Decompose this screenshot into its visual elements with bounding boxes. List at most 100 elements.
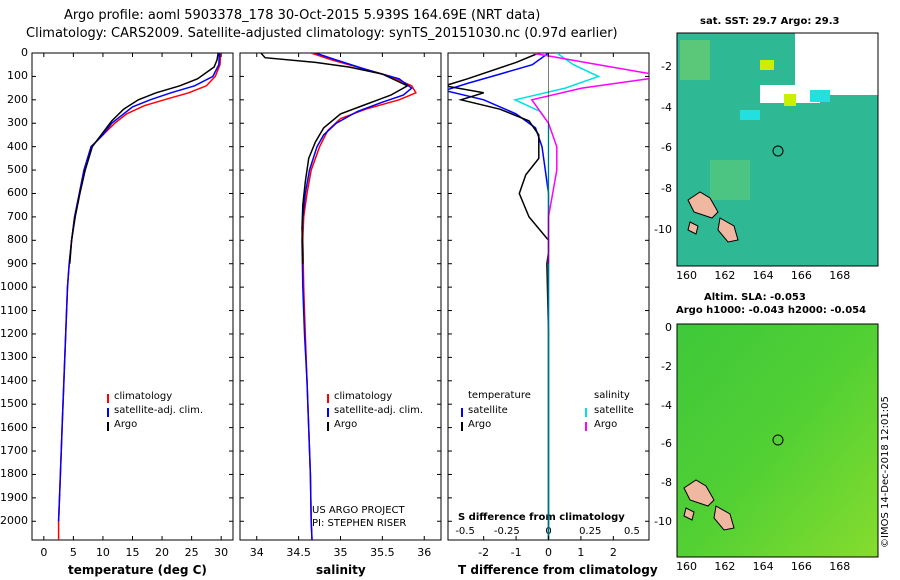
sst-map-argo-marker	[772, 145, 784, 157]
sst-map-frame	[676, 32, 879, 267]
map-y-tick-label: -2	[661, 60, 672, 74]
depth-tick-label: 1400	[0, 373, 28, 387]
depth-tick-label: 1000	[0, 280, 28, 294]
map-x-tick-label: 168	[829, 560, 851, 573]
depth-tick-label: 200	[7, 92, 28, 106]
diff-legend-t-argo: Argo	[468, 419, 492, 430]
x-tick-label: 1	[577, 546, 585, 559]
sla-map-frame	[676, 323, 879, 558]
sst-map-warm-patch	[760, 60, 774, 70]
diff-legend-t-satellite: satellite	[468, 405, 508, 416]
temperature-xlabel: temperature (deg C)	[68, 563, 207, 577]
sst-map	[676, 32, 879, 267]
map-x-tick-label: 160	[676, 560, 698, 573]
sla-map-background	[677, 324, 878, 557]
argo-line	[260, 53, 410, 264]
map-y-tick-label: -6	[661, 437, 672, 451]
sst-map-warm-patch	[680, 40, 710, 80]
depth-tick-label: 500	[7, 163, 28, 177]
sst-map-title: sat. SST: 29.7 Argo: 29.3	[700, 16, 840, 27]
t-argo-diff-line	[448, 53, 550, 540]
map-y-tick-label: -4	[661, 398, 672, 412]
sla-map-title-2: Argo h1000: -0.043 h2000: -0.054	[676, 305, 867, 316]
sst-map-warm-patch	[784, 94, 796, 106]
sst-map-cool-patch	[810, 90, 830, 102]
diff-x2label: S difference from climatology	[458, 512, 625, 523]
sla-map-island	[713, 505, 735, 531]
sal-legend-climatology: climatology	[334, 391, 393, 402]
map-y-tick-label: -8	[661, 182, 672, 195]
map-x-tick-label: 162	[714, 560, 736, 573]
temp-legend-climatology: climatology	[114, 391, 173, 402]
sla-map	[676, 323, 879, 558]
map-x-tick-label: 160	[676, 269, 698, 282]
pi-credit: PI: STEPHEN RISER	[312, 518, 407, 529]
depth-tick-label: 1900	[0, 490, 28, 504]
map-x-tick-label: 164	[752, 560, 774, 573]
x-tick-label: 0	[545, 546, 552, 559]
map-y-tick-label: -6	[661, 141, 672, 155]
map-x-tick-label: 166	[790, 560, 812, 573]
x-tick-label: -2	[478, 546, 490, 559]
sal-legend-argo: Argo	[334, 419, 358, 430]
sst-map-island	[717, 217, 739, 243]
depth-tick-label: 1200	[0, 326, 28, 340]
depth-tick-label: 1500	[0, 397, 28, 411]
x-tick-label: 20	[155, 546, 170, 559]
temp-legend-argo: Argo	[114, 419, 138, 430]
satellite-line	[57, 53, 221, 522]
x-tick-label: 35.5	[370, 546, 395, 559]
sla-map-island	[683, 479, 715, 507]
diff-legend-s-argo: Argo	[594, 419, 618, 430]
diff-legend-temperature-title: temperature	[468, 390, 531, 401]
s-satellite-diff-line	[512, 53, 601, 540]
temperature-profile-lines	[57, 53, 222, 540]
depth-tick-label: 700	[7, 209, 28, 223]
sst-map-island	[687, 221, 699, 235]
x-tick-label: 35	[333, 546, 348, 559]
salinity-xlabel: salinity	[316, 563, 366, 577]
x2-tick-label: 0.5	[623, 526, 640, 537]
x2-tick-label: 0.25	[579, 526, 602, 537]
x-tick-label: -1	[510, 546, 522, 559]
x-tick-label: 10	[95, 546, 110, 559]
diff-legend-salinity-title: salinity	[594, 390, 630, 401]
map-y-tick-label: -4	[661, 100, 672, 114]
sla-map-island	[683, 507, 695, 521]
x-tick-label: 34.5	[286, 546, 311, 559]
salinity-profile-lines	[260, 53, 417, 540]
depth-tick-label: 1300	[0, 350, 28, 364]
sst-map-warm-patch	[710, 160, 750, 200]
diff-legend-s-satellite: satellite	[594, 405, 634, 416]
diff-xlabel: T difference from climatology	[458, 563, 658, 577]
depth-tick-label: 600	[7, 186, 28, 200]
x-tick-label: 5	[69, 546, 77, 559]
x-tick-label: 2	[609, 546, 617, 559]
climatology-line	[57, 53, 222, 540]
depth-tick-label: 2000	[0, 514, 28, 528]
map-y-tick-label: -10	[654, 515, 672, 529]
x-tick-label: 15	[125, 546, 140, 559]
depth-tick-label: 100	[7, 69, 28, 83]
x-tick-label: 34	[249, 546, 264, 559]
title-line-2: Climatology: CARS2009. Satellite-adjuste…	[26, 26, 618, 41]
x-tick-label: 0	[40, 546, 48, 559]
map-x-tick-label: 168	[829, 269, 851, 282]
project-credit: US ARGO PROJECT	[312, 505, 405, 516]
map-y-tick-label: -8	[661, 476, 672, 490]
temp-legend-satellite: satellite-adj. clim.	[114, 405, 204, 416]
salinity-frame	[239, 52, 442, 541]
sst-map-cool-patch	[740, 110, 760, 120]
depth-tick-label: 0	[21, 46, 28, 59]
depth-tick-label: 800	[7, 233, 28, 247]
x-tick-label: 25	[184, 546, 199, 559]
depth-tick-label: 400	[7, 139, 28, 153]
climatology-line	[302, 53, 417, 540]
sst-map-missing-data	[795, 33, 878, 95]
map-x-tick-label: 164	[752, 269, 774, 282]
title-line-1: Argo profile: aoml 5903378_178 30-Oct-20…	[64, 8, 541, 23]
argo-line	[69, 53, 219, 264]
map-y-tick-label: -10	[654, 222, 672, 236]
difference-profile-lines	[448, 53, 649, 540]
